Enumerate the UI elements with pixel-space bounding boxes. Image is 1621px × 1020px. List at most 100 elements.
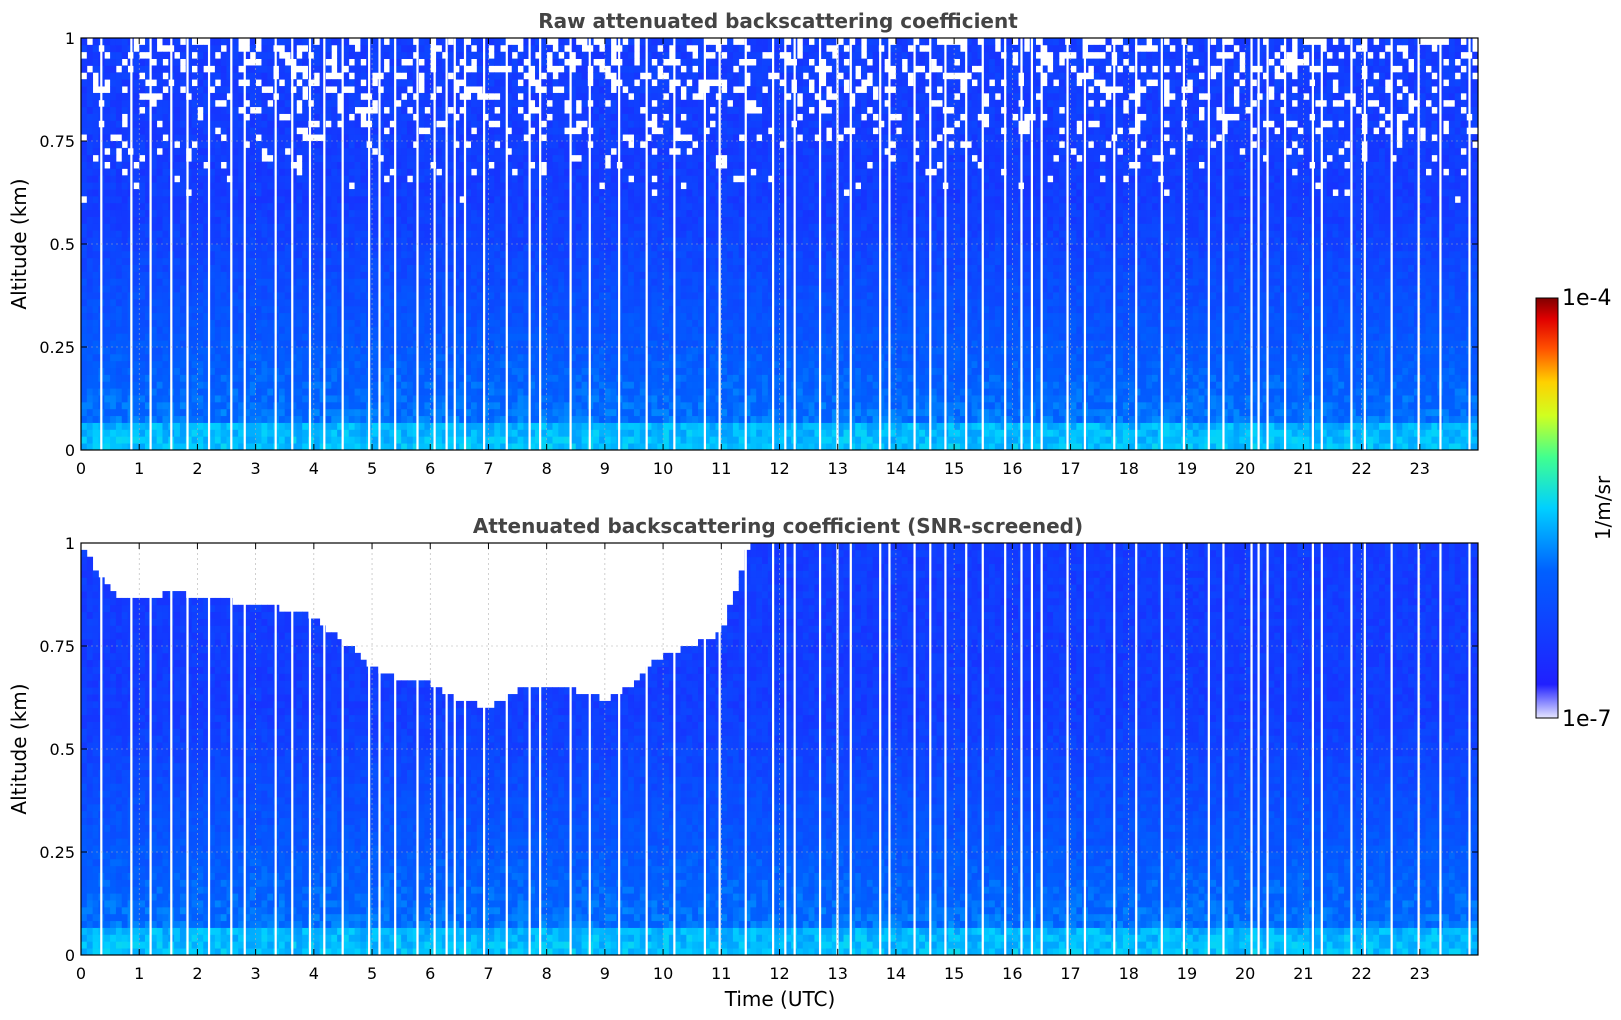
heatmap-cell: [121, 401, 128, 410]
heatmap-cell: [453, 175, 460, 183]
heatmap-cell: [325, 436, 332, 444]
heatmap-cell: [220, 72, 227, 80]
heatmap-cell: [523, 285, 530, 293]
heatmap-cell: [313, 175, 321, 183]
heatmap-cell: [110, 319, 117, 327]
heatmap-cell: [174, 38, 181, 46]
heatmap-cell: [558, 305, 565, 314]
heatmap-cell: [308, 408, 315, 417]
heatmap-cell: [302, 264, 309, 272]
heatmap-cell: [331, 408, 338, 417]
heatmap-cell: [342, 401, 350, 410]
heatmap-cell: [145, 264, 152, 272]
heatmap-cell: [179, 168, 187, 176]
heatmap-cell: [249, 161, 257, 169]
heatmap-cell: [564, 189, 571, 197]
heatmap-cell: [197, 298, 204, 307]
heatmap-cell: [302, 278, 309, 286]
heatmap-cell: [156, 168, 163, 176]
heatmap-cell: [121, 154, 128, 162]
heatmap-cell: [296, 175, 303, 183]
heatmap-cell: [86, 285, 94, 293]
heatmap-cell: [482, 38, 489, 46]
heatmap-cell: [476, 360, 484, 368]
heatmap-cell: [139, 422, 146, 430]
heatmap-cell: [529, 120, 536, 128]
heatmap-cell: [232, 58, 239, 66]
heatmap-cell: [319, 230, 326, 238]
heatmap-cell: [482, 120, 489, 128]
heatmap-cell: [238, 175, 245, 183]
heatmap-cell: [296, 422, 303, 430]
heatmap-cell: [569, 422, 577, 430]
heatmap-cell: [418, 161, 425, 169]
heatmap-cell: [430, 127, 437, 135]
heatmap-cell: [575, 319, 582, 327]
heatmap-cell: [383, 408, 390, 417]
heatmap-cell: [540, 292, 548, 300]
heatmap-cell: [569, 278, 577, 286]
heatmap-cell: [243, 237, 251, 245]
heatmap-cell: [249, 298, 257, 307]
heatmap-cell: [92, 305, 99, 314]
heatmap-cell: [243, 367, 251, 375]
heatmap-cell: [412, 429, 420, 437]
heatmap-cell: [249, 360, 257, 368]
heatmap-cell: [488, 147, 495, 156]
heatmap-cell: [494, 415, 501, 423]
heatmap-cell: [243, 65, 251, 73]
heatmap-cell: [505, 134, 513, 142]
heatmap-cell: [267, 264, 274, 272]
heatmap-cell: [581, 175, 588, 183]
heatmap-cell: [418, 147, 425, 156]
heatmap-cell: [593, 161, 600, 169]
heatmap-cell: [406, 401, 414, 410]
heatmap-cell: [156, 161, 163, 169]
heatmap-cell: [453, 216, 460, 224]
heatmap-cell: [249, 72, 257, 80]
heatmap-cell: [342, 422, 350, 430]
heatmap-cell: [453, 395, 460, 403]
heatmap-cell: [302, 312, 309, 320]
heatmap-cell: [214, 237, 222, 245]
heatmap-cell: [540, 127, 548, 135]
heatmap-cell: [424, 134, 431, 142]
heatmap-cell: [569, 120, 577, 128]
heatmap-cell: [564, 347, 571, 355]
heatmap-cell: [150, 264, 158, 272]
heatmap-cell: [430, 79, 437, 87]
heatmap-cell: [179, 175, 187, 183]
heatmap-cell: [313, 395, 321, 403]
heatmap-cell: [517, 381, 524, 389]
heatmap-cell: [389, 429, 396, 437]
heatmap-cell: [465, 99, 472, 108]
heatmap-cell: [174, 250, 181, 259]
heatmap-cell: [471, 189, 478, 197]
heatmap-cell: [145, 113, 152, 121]
heatmap-cell: [447, 436, 454, 444]
heatmap-cell: [308, 395, 315, 403]
heatmap-cell: [110, 257, 117, 265]
heatmap-cell: [139, 381, 146, 389]
heatmap-cell: [476, 408, 484, 417]
heatmap-cell: [412, 367, 420, 375]
heatmap-cell: [150, 374, 158, 382]
heatmap-cell: [296, 395, 303, 403]
heatmap-cell: [209, 51, 216, 59]
heatmap-cell: [383, 271, 390, 279]
heatmap-cell: [564, 388, 571, 396]
heatmap-cell: [319, 353, 326, 362]
heatmap-cell: [424, 326, 431, 334]
heatmap-cell: [447, 415, 454, 423]
heatmap-cell: [575, 326, 582, 334]
heatmap-cell: [313, 312, 321, 320]
heatmap-cell: [296, 202, 303, 211]
heatmap-cell: [185, 44, 192, 53]
heatmap-cell: [115, 422, 123, 430]
heatmap-cell: [564, 182, 571, 190]
heatmap-cell: [488, 401, 495, 410]
heatmap-cell: [308, 443, 315, 451]
heatmap-cell: [110, 422, 117, 430]
heatmap-cell: [139, 209, 146, 217]
heatmap-cell: [552, 141, 559, 149]
